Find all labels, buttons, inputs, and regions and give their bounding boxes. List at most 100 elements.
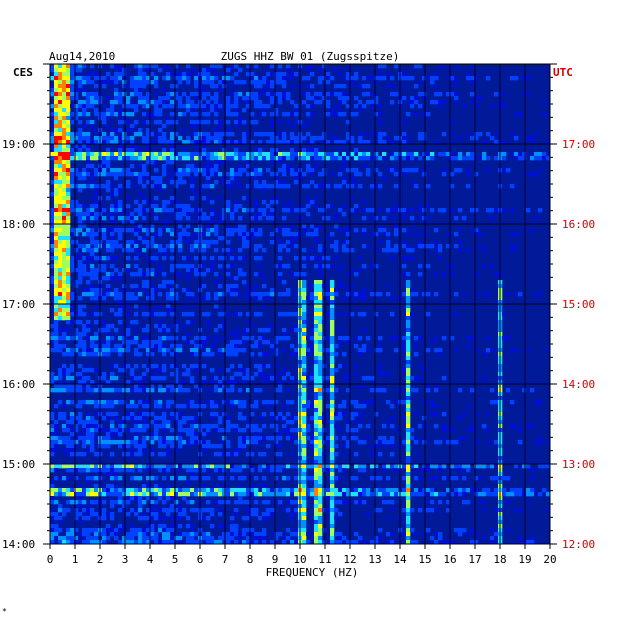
spectrogram-cell: [278, 168, 283, 173]
spectrogram-cell: [166, 440, 171, 445]
spectrogram-cell: [354, 168, 359, 173]
spectrogram-cell: [230, 64, 235, 69]
spectrogram-cell: [150, 224, 155, 229]
spectrogram-cell: [174, 84, 179, 89]
spectrogram-cell: [222, 268, 227, 273]
spectrogram-cell: [218, 476, 223, 481]
spectrogram-cell: [90, 508, 95, 513]
spectrogram-cell: [250, 376, 255, 381]
spectrogram-cell: [286, 428, 291, 433]
spectrogram-cell: [106, 288, 111, 293]
spectrogram-cell: [174, 376, 179, 381]
spectrogram-cell: [402, 292, 407, 297]
spectrogram-cell: [330, 284, 335, 289]
spectrogram-cell: [66, 384, 71, 389]
spectrogram-cell: [182, 496, 187, 501]
spectrogram-cell: [70, 452, 75, 457]
spectrogram-cell: [302, 392, 307, 397]
spectrogram-cell: [414, 476, 419, 481]
spectrogram-cell: [278, 272, 283, 277]
spectrogram-cell: [378, 492, 383, 497]
spectrogram-cell: [66, 124, 71, 129]
spectrogram-cell: [378, 476, 383, 481]
spectrogram-cell: [102, 340, 107, 345]
spectrogram-cell: [306, 256, 311, 261]
spectrogram-cell: [294, 208, 299, 213]
spectrogram-cell: [86, 80, 91, 85]
spectrogram-cell: [302, 228, 307, 233]
spectrogram-cell: [238, 428, 243, 433]
spectrogram-cell: [422, 416, 427, 421]
spectrogram-cell: [58, 412, 63, 417]
spectrogram-cell: [386, 440, 391, 445]
spectrogram-cell: [270, 196, 275, 201]
spectrogram-cell: [518, 488, 523, 493]
spectrogram-cell: [514, 424, 519, 429]
spectrogram-cell: [274, 140, 279, 145]
spectrogram-cell: [410, 256, 415, 261]
spectrogram-cell: [294, 328, 299, 333]
spectrogram-cell: [114, 72, 119, 77]
spectrogram-cell: [70, 184, 75, 189]
spectrogram-cell: [290, 168, 295, 173]
spectrogram-cell: [406, 344, 411, 349]
spectrogram-cell: [394, 428, 399, 433]
spectrogram-cell: [102, 164, 107, 169]
spectrogram-cell: [122, 492, 127, 497]
spectrogram-cell: [410, 436, 415, 441]
spectrogram-cell: [62, 404, 67, 409]
spectrogram-cell: [170, 440, 175, 445]
spectrogram-cell: [262, 340, 267, 345]
spectrogram-cell: [434, 336, 439, 341]
spectrogram-cell: [90, 264, 95, 269]
spectrogram-cell: [250, 488, 255, 493]
spectrogram-cell: [186, 440, 191, 445]
spectrogram-cell: [78, 492, 83, 497]
spectrogram-cell: [286, 156, 291, 161]
spectrogram-cell: [70, 76, 75, 81]
spectrogram-cell: [66, 80, 71, 85]
spectrogram-cell: [202, 172, 207, 177]
spectrogram-cell: [254, 364, 259, 369]
spectrogram-cell: [158, 188, 163, 193]
spectrogram-cell: [134, 488, 139, 493]
spectrogram-cell: [142, 184, 147, 189]
spectrogram-cell: [70, 152, 75, 157]
spectrogram-cell: [434, 92, 439, 97]
spectrogram-cell: [258, 484, 263, 489]
spectrogram-cell: [58, 300, 63, 305]
spectrogram-cell: [322, 180, 327, 185]
spectrogram-cell: [394, 64, 399, 69]
spectrogram-cell: [366, 208, 371, 213]
spectrogram-cell: [202, 488, 207, 493]
spectrogram-cell: [178, 240, 183, 245]
spectrogram-cell: [446, 76, 451, 81]
spectrogram-cell: [406, 384, 411, 389]
spectrogram-cell: [82, 508, 87, 513]
spectrogram-cell: [74, 328, 79, 333]
spectrogram-cell: [134, 64, 139, 69]
spectrogram-cell: [414, 464, 419, 469]
spectrogram-cell: [66, 216, 71, 221]
spectrogram-cell: [402, 140, 407, 145]
spectrogram-cell: [406, 136, 411, 141]
spectrogram-cell: [358, 416, 363, 421]
spectrogram-cell: [202, 336, 207, 341]
spectrogram-cell: [306, 132, 311, 137]
spectrogram-cell: [122, 508, 127, 513]
spectrogram-cell: [82, 224, 87, 229]
spectrogram-cell: [122, 388, 127, 393]
spectrogram-cell: [210, 240, 215, 245]
spectrogram-cell: [138, 504, 143, 509]
spectrogram-cell: [54, 100, 59, 105]
spectrogram-cell: [262, 284, 267, 289]
spectrogram-cell: [286, 264, 291, 269]
spectrogram-cell: [246, 516, 251, 521]
spectrogram-cell: [62, 448, 67, 453]
spectrogram-cell: [278, 292, 283, 297]
spectrogram-cell: [158, 96, 163, 101]
spectrogram-cell: [242, 336, 247, 341]
spectrogram-cell: [170, 148, 175, 153]
spectrogram-cell: [390, 296, 395, 301]
spectrogram-cell: [230, 468, 235, 473]
